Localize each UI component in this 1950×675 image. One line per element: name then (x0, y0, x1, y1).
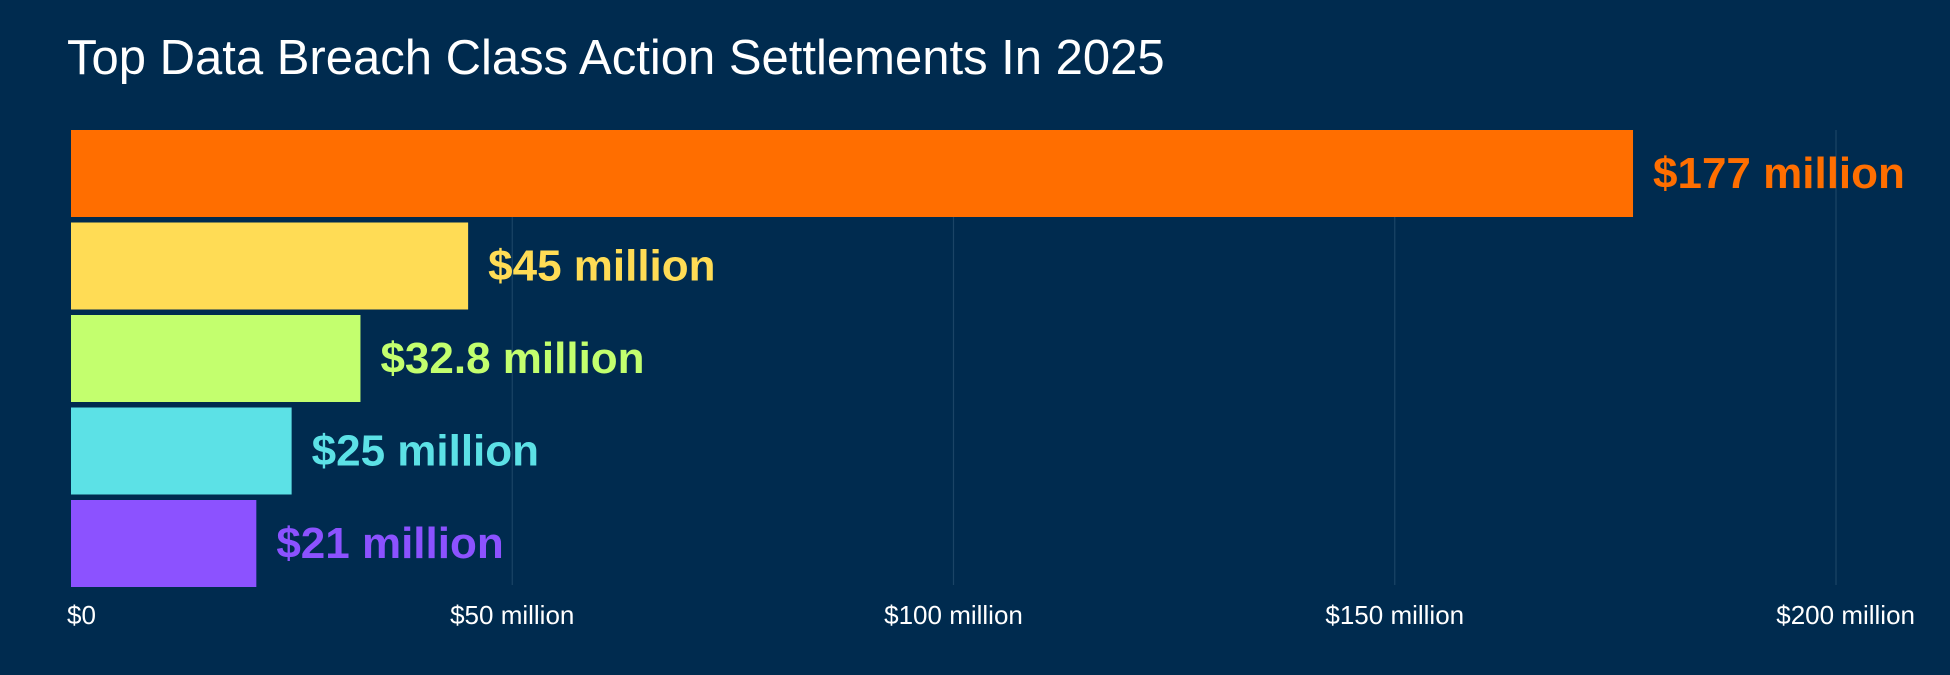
bar-0 (71, 130, 1634, 217)
data-label-4: $21 million (276, 519, 503, 568)
bars (71, 130, 1634, 587)
x-tick-label-0: $0 (67, 600, 96, 630)
x-tick-label-4: $200 million (1776, 600, 1915, 630)
bar-3 (71, 407, 292, 495)
data-label-3: $25 million (312, 427, 539, 476)
data-label-1: $45 million (488, 242, 715, 291)
data-labels: $177 million $45 million $32.8 million $25 … (276, 149, 1905, 568)
chart-title: Top Data Breach Class Action Settlements… (67, 31, 1165, 85)
bar-1 (71, 222, 469, 310)
data-label-0: $177 million (1653, 149, 1905, 198)
x-tick-label-1: $50 million (450, 600, 574, 630)
data-label-2: $32.8 million (380, 334, 644, 383)
bar-4 (71, 500, 257, 587)
x-tick-label-2: $100 million (884, 600, 1023, 630)
bar-2 (71, 315, 361, 402)
x-tick-label-3: $150 million (1325, 600, 1464, 630)
x-axis-ticks: $0 $50 million $100 million $150 million $20… (67, 600, 1915, 630)
